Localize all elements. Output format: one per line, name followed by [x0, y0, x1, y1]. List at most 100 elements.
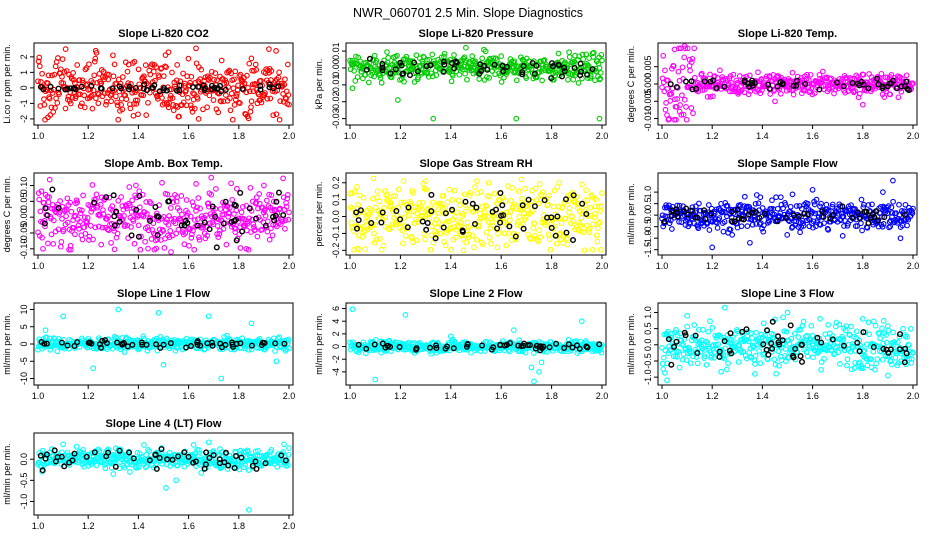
data-point: [495, 230, 501, 237]
data-point: [694, 350, 701, 357]
data-point: [836, 321, 843, 328]
data-point: [387, 70, 394, 77]
data-point: [498, 53, 505, 59]
y-tick-label: -1.5: [643, 242, 653, 258]
data-point: [545, 201, 551, 208]
data-point: [46, 95, 53, 102]
data-point: [40, 86, 47, 93]
data-point: [769, 348, 775, 355]
data-point: [146, 198, 153, 205]
data-point: [731, 218, 738, 225]
data-point: [232, 216, 239, 223]
data-point: [727, 73, 734, 79]
data-point: [717, 67, 723, 74]
data-point: [477, 215, 484, 222]
data-point: [127, 105, 134, 112]
data-point: [454, 209, 460, 216]
data-point: [665, 336, 672, 343]
data-point: [811, 201, 818, 208]
data-point: [749, 221, 756, 228]
data-point: [673, 338, 680, 345]
data-point: [469, 200, 476, 207]
data-point: [215, 109, 222, 116]
data-point: [745, 338, 752, 345]
data-point: [768, 340, 775, 347]
data-point: [64, 86, 71, 93]
data-point: [76, 206, 83, 213]
data-point: [714, 225, 721, 231]
data-point: [248, 98, 255, 105]
x-tick-label: 1.0: [32, 391, 45, 401]
data-point: [746, 83, 753, 90]
y-tick-label: 0.0: [331, 210, 341, 223]
data-point: [94, 203, 101, 209]
data-point: [776, 362, 782, 369]
data-point: [140, 333, 147, 339]
data-point: [384, 49, 390, 55]
panel-title: Slope Line 3 Flow: [741, 288, 834, 300]
data-point: [84, 215, 91, 221]
data-point: [671, 343, 678, 350]
data-point: [835, 349, 841, 356]
data-point: [153, 245, 160, 252]
y-tick-label: -0.5: [643, 219, 653, 235]
data-point: [597, 246, 604, 253]
data-point: [93, 191, 100, 198]
data-point: [901, 359, 908, 366]
y-tick-label: -0.10: [19, 239, 29, 260]
data-point: [246, 60, 253, 67]
data-point: [90, 236, 96, 243]
data-point: [745, 211, 752, 218]
data-point: [387, 343, 394, 350]
data-point: [798, 341, 805, 348]
data-point: [110, 192, 117, 199]
data-point: [263, 197, 270, 204]
data-point: [662, 106, 669, 113]
plot-frame: [345, 302, 607, 386]
data-point: [206, 226, 213, 233]
data-point: [707, 318, 713, 325]
panel-title: Slope Line 2 Flow: [430, 288, 523, 300]
data-point: [89, 105, 96, 112]
y-axis-label: kPa per min.: [314, 59, 324, 110]
x-tick-label: 1.0: [32, 131, 45, 141]
data-point: [840, 342, 847, 349]
data-point: [907, 326, 914, 332]
data-point: [679, 341, 685, 347]
data-point: [368, 209, 375, 216]
data-point: [239, 335, 246, 342]
data-point: [276, 116, 283, 123]
data-point: [473, 204, 480, 211]
data-point: [104, 226, 111, 233]
y-tick-label: -0.01: [331, 75, 341, 96]
data-point: [834, 79, 841, 86]
panel-4: Slope Amb. Box Temp.degrees C per min.1.…: [2, 158, 295, 271]
data-point: [273, 358, 280, 365]
data-point: [553, 240, 560, 247]
data-point: [800, 220, 806, 227]
data-point: [599, 190, 605, 196]
data-point: [376, 198, 383, 205]
data-point: [243, 245, 250, 252]
data-point: [687, 67, 693, 74]
data-point: [515, 342, 522, 349]
y-tick-label: 0: [19, 85, 29, 90]
data-point: [890, 198, 896, 205]
data-point: [262, 90, 268, 96]
data-point: [472, 207, 479, 214]
data-point: [400, 178, 407, 184]
data-point: [197, 342, 204, 349]
data-point: [377, 236, 383, 242]
y-tick-label: 2: [19, 54, 29, 59]
data-point: [452, 234, 459, 241]
data-point: [704, 341, 711, 348]
data-point: [692, 332, 699, 339]
data-point: [176, 82, 183, 89]
data-point: [472, 58, 478, 65]
data-point: [92, 55, 99, 62]
data-point: [266, 46, 272, 52]
data-point: [286, 101, 292, 108]
data-point: [451, 65, 458, 72]
data-point: [433, 72, 440, 78]
